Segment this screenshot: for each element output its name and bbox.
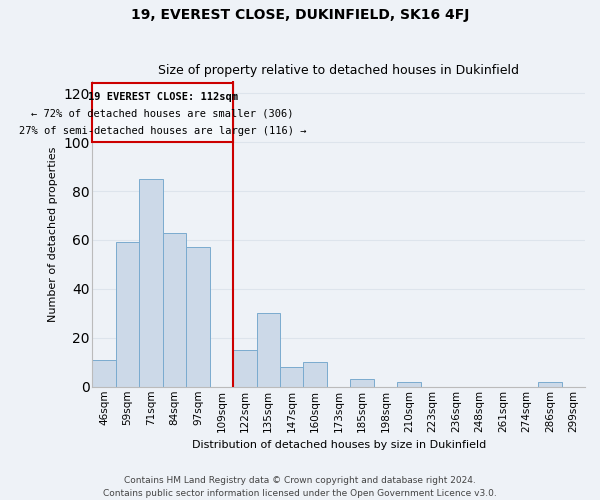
Bar xyxy=(257,314,280,387)
Y-axis label: Number of detached properties: Number of detached properties xyxy=(47,146,58,322)
Bar xyxy=(92,360,116,387)
Bar xyxy=(186,248,209,387)
Bar xyxy=(350,380,374,387)
Bar xyxy=(233,350,257,387)
Bar xyxy=(139,179,163,387)
Bar xyxy=(304,362,327,387)
Bar xyxy=(538,382,562,387)
Text: 19 EVEREST CLOSE: 112sqm: 19 EVEREST CLOSE: 112sqm xyxy=(88,92,238,102)
Text: ← 72% of detached houses are smaller (306): ← 72% of detached houses are smaller (30… xyxy=(31,109,294,119)
Title: Size of property relative to detached houses in Dukinfield: Size of property relative to detached ho… xyxy=(158,64,519,77)
Text: 19, EVEREST CLOSE, DUKINFIELD, SK16 4FJ: 19, EVEREST CLOSE, DUKINFIELD, SK16 4FJ xyxy=(131,8,469,22)
Bar xyxy=(397,382,421,387)
Text: 27% of semi-detached houses are larger (116) →: 27% of semi-detached houses are larger (… xyxy=(19,126,307,136)
X-axis label: Distribution of detached houses by size in Dukinfield: Distribution of detached houses by size … xyxy=(191,440,486,450)
Text: Contains HM Land Registry data © Crown copyright and database right 2024.
Contai: Contains HM Land Registry data © Crown c… xyxy=(103,476,497,498)
Bar xyxy=(163,232,186,387)
Bar xyxy=(280,367,304,387)
FancyBboxPatch shape xyxy=(92,84,233,142)
Bar xyxy=(116,242,139,387)
